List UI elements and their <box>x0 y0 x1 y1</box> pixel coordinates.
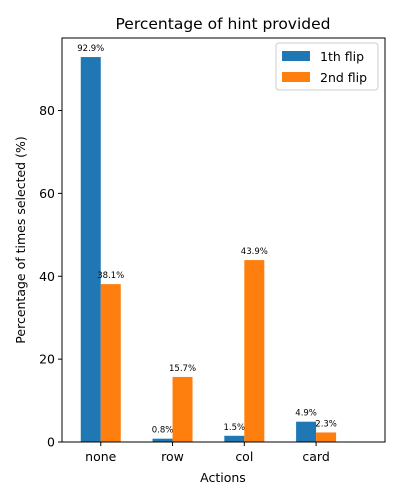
bar-col-series-2 <box>244 260 265 442</box>
legend-label-series-1: 1th flip <box>320 49 364 64</box>
bar-card-series-1 <box>296 421 317 442</box>
plot-area: 92.9% 38.1% none 0.8% 15.7% row 1.5% 43.9% col 4.… <box>39 37 386 464</box>
legend-swatch-series-2 <box>282 72 310 82</box>
bar-none-series-2 <box>100 284 121 442</box>
data-label-col-series-2: 43.9% <box>241 247 268 257</box>
y-axis-label: Percentage of times selected (%) <box>13 136 28 343</box>
x-tick-label-row: row <box>161 449 184 464</box>
data-label-row-series-1: 0.8% <box>152 426 174 436</box>
y-tick-label-20: 20 <box>39 352 55 367</box>
bar-row-series-1 <box>152 438 173 442</box>
bar-row-series-2 <box>172 376 193 442</box>
y-tick-label-40: 40 <box>39 269 55 284</box>
x-axis-label: Actions <box>200 470 246 485</box>
data-label-card-series-1: 4.9% <box>295 409 317 419</box>
legend-label-series-2: 2nd flip <box>320 70 367 85</box>
legend: 1th flip 2nd flip <box>275 42 379 91</box>
legend-swatch-series-1 <box>282 51 310 61</box>
chart-title: Percentage of hint provided <box>116 15 331 33</box>
bar-none-series-1 <box>80 57 101 442</box>
y-tick-label-80: 80 <box>39 103 55 118</box>
x-tick-label-none: none <box>85 449 116 464</box>
y-tick-label-60: 60 <box>39 186 55 201</box>
data-label-row-series-2: 15.7% <box>169 364 196 374</box>
data-label-card-series-2: 2.3% <box>315 419 337 429</box>
data-label-col-series-1: 1.5% <box>224 423 246 433</box>
y-tick-label-0: 0 <box>47 435 55 450</box>
data-label-none-series-2: 38.1% <box>97 271 124 281</box>
bar-card-series-2 <box>316 432 337 442</box>
x-tick-label-col: col <box>235 449 253 464</box>
data-label-none-series-1: 92.9% <box>77 44 104 54</box>
bar-col-series-1 <box>224 435 245 442</box>
axes-frame <box>61 37 386 443</box>
x-tick-label-card: card <box>302 449 329 464</box>
